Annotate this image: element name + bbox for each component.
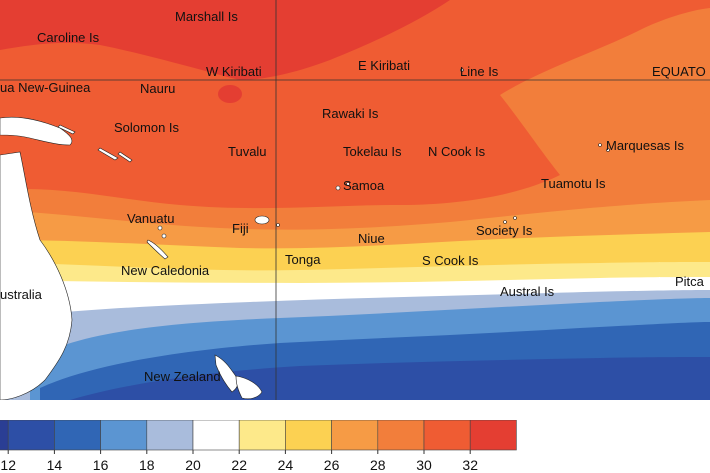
label-pitcairn: Pitca bbox=[675, 274, 705, 289]
label-fiji: Fiji bbox=[232, 221, 249, 236]
solomon-islands bbox=[57, 124, 133, 163]
label-vanuatu: Vanuatu bbox=[127, 211, 174, 226]
label-marquesas-is: Marquesas Is bbox=[606, 138, 685, 153]
label-solomon-is: Solomon Is bbox=[114, 120, 180, 135]
legend-swatches bbox=[0, 420, 517, 451]
legend-tick-label: 20 bbox=[185, 457, 201, 473]
label-new-caledonia: New Caledonia bbox=[121, 263, 210, 278]
label-tuvalu: Tuvalu bbox=[228, 144, 267, 159]
label-equator: EQUATO bbox=[652, 64, 706, 79]
legend-swatch bbox=[7, 420, 55, 451]
fiji-island bbox=[254, 215, 270, 225]
legend-tick-label: 26 bbox=[324, 457, 340, 473]
label-samoa: Samoa bbox=[343, 178, 385, 193]
legend-tick-label: 24 bbox=[278, 457, 294, 473]
temperature-color-legend: 12 14 16 18 20 22 24 26 28 30 32 bbox=[0, 420, 517, 473]
label-society-is: Society Is bbox=[476, 223, 533, 238]
label-s-cook-is: S Cook Is bbox=[422, 253, 479, 268]
label-w-kiribati: W Kiribati bbox=[206, 64, 262, 79]
legend-swatch bbox=[54, 420, 101, 451]
legend-tick-label: 22 bbox=[231, 457, 247, 473]
legend-swatch bbox=[331, 420, 379, 451]
new-zealand-south-island bbox=[235, 375, 263, 400]
legend-tick-label: 12 bbox=[0, 457, 16, 473]
hotspot-32 bbox=[218, 85, 242, 103]
legend-tick-label: 28 bbox=[370, 457, 386, 473]
band-32 bbox=[0, 0, 450, 80]
legend-swatch bbox=[146, 420, 194, 451]
new-guinea-landmass bbox=[0, 116, 73, 146]
label-tonga: Tonga bbox=[285, 252, 321, 267]
label-e-kiribati: E Kiribati bbox=[358, 58, 410, 73]
legend-swatch bbox=[238, 420, 286, 451]
legend-swatch bbox=[469, 420, 517, 451]
legend-swatch bbox=[423, 420, 471, 451]
label-new-zealand: New Zealand bbox=[144, 369, 221, 384]
label-niue: Niue bbox=[358, 231, 385, 246]
label-nauru: Nauru bbox=[140, 81, 175, 96]
new-caledonia-island bbox=[146, 239, 169, 260]
label-australia: ustralia bbox=[0, 287, 43, 302]
legend-tick-label: 18 bbox=[139, 457, 155, 473]
small-islands bbox=[157, 68, 610, 239]
label-rawaki-is: Rawaki Is bbox=[322, 106, 379, 121]
label-tokelau-is: Tokelau Is bbox=[343, 144, 402, 159]
legend-swatch bbox=[377, 420, 425, 451]
sea-surface-temperature-map: Marshall Is Caroline Is W Kiribati E Kir… bbox=[0, 0, 710, 400]
label-austral-is: Austral Is bbox=[500, 284, 555, 299]
legend-tick-labels: 12 14 16 18 20 22 24 26 28 30 32 bbox=[0, 450, 478, 473]
legend-swatch bbox=[100, 420, 148, 451]
label-tuamotu-is: Tuamotu Is bbox=[541, 176, 606, 191]
legend-tick-label: 30 bbox=[416, 457, 432, 473]
legend-tick-label: 16 bbox=[93, 457, 109, 473]
label-marshall-is: Marshall Is bbox=[175, 9, 238, 24]
legend-tick-label: 14 bbox=[47, 457, 63, 473]
label-line-is: Line Is bbox=[460, 64, 499, 79]
australia-landmass bbox=[0, 151, 73, 400]
legend-swatch bbox=[192, 420, 240, 451]
legend-tick-label: 32 bbox=[462, 457, 478, 473]
legend-swatch bbox=[285, 420, 332, 451]
label-caroline-is: Caroline Is bbox=[37, 30, 100, 45]
label-papua-new-guinea: ua New-Guinea bbox=[0, 80, 91, 95]
legend-swatch bbox=[0, 420, 9, 451]
label-n-cook-is: N Cook Is bbox=[428, 144, 486, 159]
